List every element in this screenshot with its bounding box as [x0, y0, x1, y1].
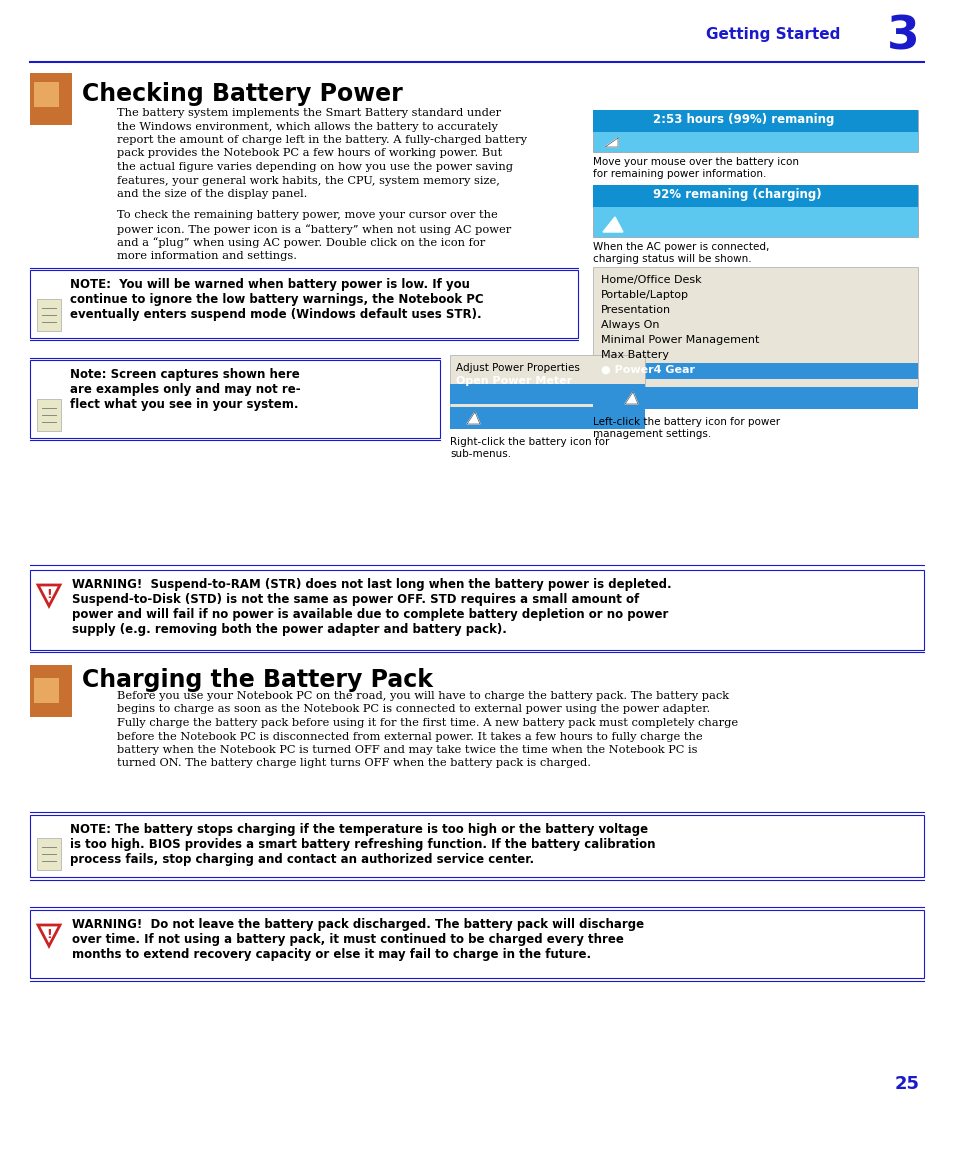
- FancyBboxPatch shape: [593, 185, 917, 237]
- FancyBboxPatch shape: [593, 363, 917, 379]
- Text: NOTE: The battery stops charging if the temperature is too high or the battery v: NOTE: The battery stops charging if the …: [70, 824, 647, 836]
- Text: over time. If not using a battery pack, it must continued to be charged every th: over time. If not using a battery pack, …: [71, 933, 623, 946]
- Text: begins to charge as soon as the Notebook PC is connected to external power using: begins to charge as soon as the Notebook…: [117, 705, 709, 715]
- Text: is too high. BIOS provides a smart battery refreshing function. If the battery c: is too high. BIOS provides a smart batte…: [70, 839, 655, 851]
- Text: Home/Office Desk: Home/Office Desk: [600, 275, 700, 285]
- Text: Adjust Power Properties: Adjust Power Properties: [456, 363, 579, 373]
- Text: before the Notebook PC is disconnected from external power. It takes a few hours: before the Notebook PC is disconnected f…: [117, 731, 702, 742]
- Text: continue to ignore the low battery warnings, the Notebook PC: continue to ignore the low battery warni…: [70, 293, 483, 306]
- FancyBboxPatch shape: [450, 355, 644, 407]
- Text: WARNING!  Do not leave the battery pack discharged. The battery pack will discha: WARNING! Do not leave the battery pack d…: [71, 918, 643, 931]
- Text: turned ON. The battery charge light turns OFF when the battery pack is charged.: turned ON. The battery charge light turn…: [117, 759, 590, 768]
- Polygon shape: [624, 392, 638, 404]
- Text: Left-click the battery icon for power
management settings.: Left-click the battery icon for power ma…: [593, 417, 780, 439]
- Text: Suspend-to-Disk (STD) is not the same as power OFF. STD requires a small amount : Suspend-to-Disk (STD) is not the same as…: [71, 593, 639, 606]
- Text: When the AC power is connected,
charging status will be shown.: When the AC power is connected, charging…: [593, 243, 768, 263]
- Text: and the size of the display panel.: and the size of the display panel.: [117, 189, 307, 199]
- Polygon shape: [38, 925, 60, 946]
- Text: the Windows environment, which allows the battery to accurately: the Windows environment, which allows th…: [117, 121, 497, 132]
- Text: are examples only and may not re-: are examples only and may not re-: [70, 383, 300, 396]
- Text: Note: Screen captures shown here: Note: Screen captures shown here: [70, 368, 299, 381]
- FancyBboxPatch shape: [37, 839, 61, 870]
- Text: supply (e.g. removing both the power adapter and battery pack).: supply (e.g. removing both the power ada…: [71, 623, 506, 636]
- FancyBboxPatch shape: [30, 73, 71, 125]
- Text: and a “plug” when using AC power. Double click on the icon for: and a “plug” when using AC power. Double…: [117, 238, 485, 248]
- Text: Charging the Battery Pack: Charging the Battery Pack: [82, 668, 433, 692]
- FancyBboxPatch shape: [593, 110, 917, 132]
- FancyBboxPatch shape: [450, 383, 644, 404]
- Text: Open Power Meter: Open Power Meter: [456, 377, 572, 386]
- Text: battery when the Notebook PC is turned OFF and may take twice the time when the : battery when the Notebook PC is turned O…: [117, 745, 697, 755]
- Text: Getting Started: Getting Started: [705, 27, 840, 42]
- FancyBboxPatch shape: [30, 360, 439, 438]
- Text: 2:53 hours (99%) remaning: 2:53 hours (99%) remaning: [652, 113, 834, 126]
- Text: Right-click the battery icon for
sub-menus.: Right-click the battery icon for sub-men…: [450, 437, 609, 459]
- Polygon shape: [467, 412, 479, 424]
- FancyBboxPatch shape: [30, 815, 923, 877]
- FancyBboxPatch shape: [593, 110, 917, 152]
- Text: Portable/Laptop: Portable/Laptop: [600, 290, 688, 300]
- Polygon shape: [38, 584, 60, 606]
- Text: power icon. The power icon is a “battery” when not using AC power: power icon. The power icon is a “battery…: [117, 224, 511, 234]
- Text: NOTE:  You will be warned when battery power is low. If you: NOTE: You will be warned when battery po…: [70, 278, 470, 291]
- Text: Presentation: Presentation: [600, 305, 670, 315]
- Polygon shape: [602, 217, 622, 232]
- Text: pack provides the Notebook PC a few hours of working power. But: pack provides the Notebook PC a few hour…: [117, 149, 501, 158]
- FancyBboxPatch shape: [37, 398, 61, 431]
- Text: features, your general work habits, the CPU, system memory size,: features, your general work habits, the …: [117, 176, 499, 186]
- Text: flect what you see in your system.: flect what you see in your system.: [70, 398, 298, 411]
- FancyBboxPatch shape: [593, 185, 917, 207]
- FancyBboxPatch shape: [30, 910, 923, 978]
- Text: Fully charge the battery pack before using it for the first time. A new battery : Fully charge the battery pack before usi…: [117, 718, 738, 728]
- Text: Before you use your Notebook PC on the road, you will have to charge the battery: Before you use your Notebook PC on the r…: [117, 691, 728, 701]
- Text: the actual figure varies depending on how you use the power saving: the actual figure varies depending on ho…: [117, 162, 513, 172]
- Text: more information and settings.: more information and settings.: [117, 251, 296, 261]
- Text: ● Power4 Gear: ● Power4 Gear: [600, 365, 695, 375]
- Polygon shape: [604, 137, 618, 147]
- Text: Move your mouse over the battery icon
for remaining power information.: Move your mouse over the battery icon fo…: [593, 157, 799, 179]
- Text: 3: 3: [886, 15, 919, 60]
- Text: report the amount of charge left in the battery. A fully-charged battery: report the amount of charge left in the …: [117, 135, 526, 146]
- Text: Max Battery: Max Battery: [600, 350, 668, 360]
- Text: months to extend recovery capacity or else it may fail to charge in the future.: months to extend recovery capacity or el…: [71, 948, 591, 961]
- FancyBboxPatch shape: [37, 299, 61, 331]
- Text: 92% remaning (charging): 92% remaning (charging): [652, 188, 821, 201]
- Text: 25: 25: [894, 1075, 919, 1093]
- Text: The battery system implements the Smart Battery standard under: The battery system implements the Smart …: [117, 109, 500, 118]
- Text: Minimal Power Management: Minimal Power Management: [600, 335, 759, 345]
- FancyBboxPatch shape: [593, 387, 917, 409]
- Text: To check the remaining battery power, move your cursor over the: To check the remaining battery power, mo…: [117, 210, 497, 221]
- FancyBboxPatch shape: [30, 270, 578, 338]
- FancyBboxPatch shape: [34, 678, 59, 703]
- Text: !: !: [46, 588, 51, 601]
- FancyBboxPatch shape: [30, 571, 923, 650]
- Text: !: !: [46, 927, 51, 941]
- Text: process fails, stop charging and contact an authorized service center.: process fails, stop charging and contact…: [70, 854, 534, 866]
- FancyBboxPatch shape: [593, 267, 917, 387]
- Text: WARNING!  Suspend-to-RAM (STR) does not last long when the battery power is depl: WARNING! Suspend-to-RAM (STR) does not l…: [71, 578, 671, 591]
- FancyBboxPatch shape: [30, 665, 71, 717]
- Text: eventually enters suspend mode (Windows default uses STR).: eventually enters suspend mode (Windows …: [70, 308, 481, 321]
- Text: Checking Battery Power: Checking Battery Power: [82, 82, 402, 106]
- FancyBboxPatch shape: [450, 407, 644, 429]
- Text: Always On: Always On: [600, 320, 659, 330]
- Text: power and will fail if no power is available due to complete battery depletion o: power and will fail if no power is avail…: [71, 608, 668, 621]
- FancyBboxPatch shape: [34, 82, 59, 107]
